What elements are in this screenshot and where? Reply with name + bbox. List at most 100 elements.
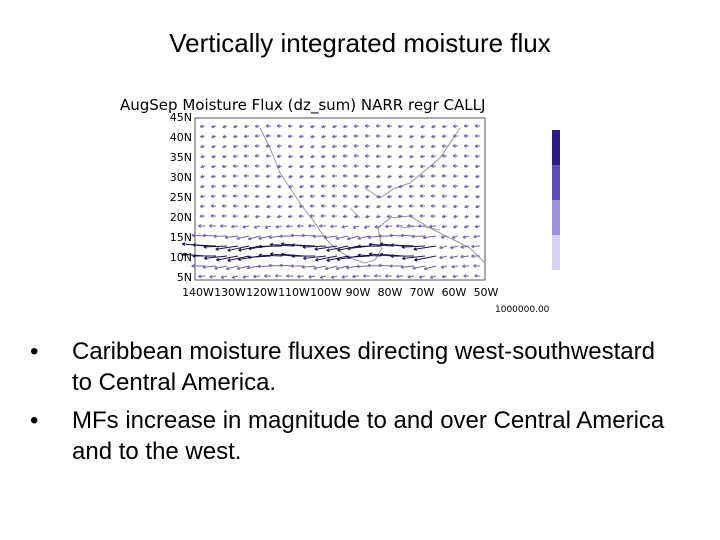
colorbar-swatch [552,200,560,235]
flux-arrow [192,244,217,247]
flux-arrowhead [221,184,225,188]
flux-arrowhead [386,144,391,149]
flux-arrowhead [464,224,468,229]
flux-arrowhead [335,236,339,241]
flux-arrowhead [287,144,292,149]
flux-arrowhead [441,164,445,168]
flux-arrowhead [430,174,434,178]
flux-arrowhead [353,184,357,189]
flux-arrowhead [277,174,281,179]
flux-arrowhead [440,265,445,269]
flux-arrowhead [387,154,391,159]
flux-arrowhead [368,242,373,247]
flux-arrowhead [299,174,303,179]
flux-arrowhead [310,134,314,139]
lon-label: 120W [246,286,278,299]
flux-arrowhead [368,252,373,257]
flux-arrowhead [181,252,186,257]
flux-arrowhead [332,124,336,129]
flux-arrowhead [463,184,468,189]
flux-arrowhead [315,257,319,262]
flux-arrowhead [397,214,401,219]
flux-arrow [439,255,448,259]
flux-arrowhead [453,224,457,229]
flux-arrowhead [280,242,285,246]
flux-arrow [268,264,283,267]
flux-arrowhead [299,164,303,169]
bullet: • MFs increase in magnitude to and over C… [30,407,665,465]
flux-arrowhead [342,144,346,149]
flux-arrowhead [248,246,252,251]
flux-arrowhead [452,184,456,189]
flux-arrowhead [288,164,292,169]
flux-arrow [225,235,239,239]
flux-arrowhead [237,257,241,262]
flux-arrowhead [310,144,314,149]
flux-arrowhead [463,144,467,148]
flux-arrowhead [321,134,325,139]
coastline [259,127,486,264]
flux-arrowhead [243,144,247,149]
flux-arrowhead [452,274,456,279]
flux-arrowhead [353,174,357,178]
flux-arrowhead [265,174,270,179]
flux-arrow [324,235,338,239]
flux-arrowhead [341,274,345,279]
flux-arrowhead [222,134,226,139]
flux-map: AugSep Moisture Flux (dz_sum) NARR regr … [120,96,560,315]
flux-arrowhead [277,194,281,199]
flux-arrowhead [397,194,402,199]
lat-label: 25N [170,191,192,204]
flux-arrowhead [464,194,468,199]
flux-arrow [242,275,250,278]
flux-arrowhead [420,124,424,129]
flux-arrowhead [463,124,467,128]
flux-arrowhead [279,234,283,239]
flux-arrow [209,275,217,278]
flux-arrowhead [389,264,393,268]
lat-label: 45N [170,111,192,124]
flux-arrowhead [290,264,294,268]
flux-arrowhead [475,204,479,209]
flux-arrow [473,235,481,238]
flux-arrowhead [291,243,295,247]
flux-arrowhead [364,154,368,158]
flux-arrowhead [266,214,270,219]
flux-arrowhead [331,204,335,208]
flux-arrowhead [232,154,237,159]
flux-arrowhead [299,144,303,149]
flux-arrowhead [302,245,306,249]
flux-arrowhead [297,274,301,279]
flux-arrowhead [379,252,384,257]
lat-label: 30N [170,171,192,184]
flux-arrow [216,255,239,261]
flux-arrowhead [402,256,406,261]
flux-arrowhead [232,194,236,198]
flux-arrowhead [254,164,258,168]
flux-arrowhead [453,204,457,209]
flux-arrowhead [301,265,305,269]
flux-arrowhead [200,134,204,139]
flux-arrowhead [299,154,303,159]
flux-arrowhead [222,144,226,149]
flux-arrowhead [341,224,345,229]
flux-arrowhead [419,214,423,218]
flux-arrowhead [320,174,325,179]
flux-arrowhead [376,214,380,219]
flux-arrow [215,245,239,250]
flux-arrowhead [354,204,358,209]
flux-arrowhead [221,164,226,169]
flux-arrowhead [336,257,340,261]
flux-arrowhead [376,194,380,199]
flux-arrowhead [247,255,251,260]
flux-arrowhead [413,247,417,251]
flux-arrow [198,275,206,278]
flux-arrowhead [202,233,206,238]
flux-arrowhead [452,134,456,138]
flux-arrowhead [364,174,369,179]
flux-arrowhead [365,194,369,199]
flux-arrowhead [220,275,225,279]
flux-arrowhead [452,154,456,158]
flux-arrowhead [342,204,347,209]
